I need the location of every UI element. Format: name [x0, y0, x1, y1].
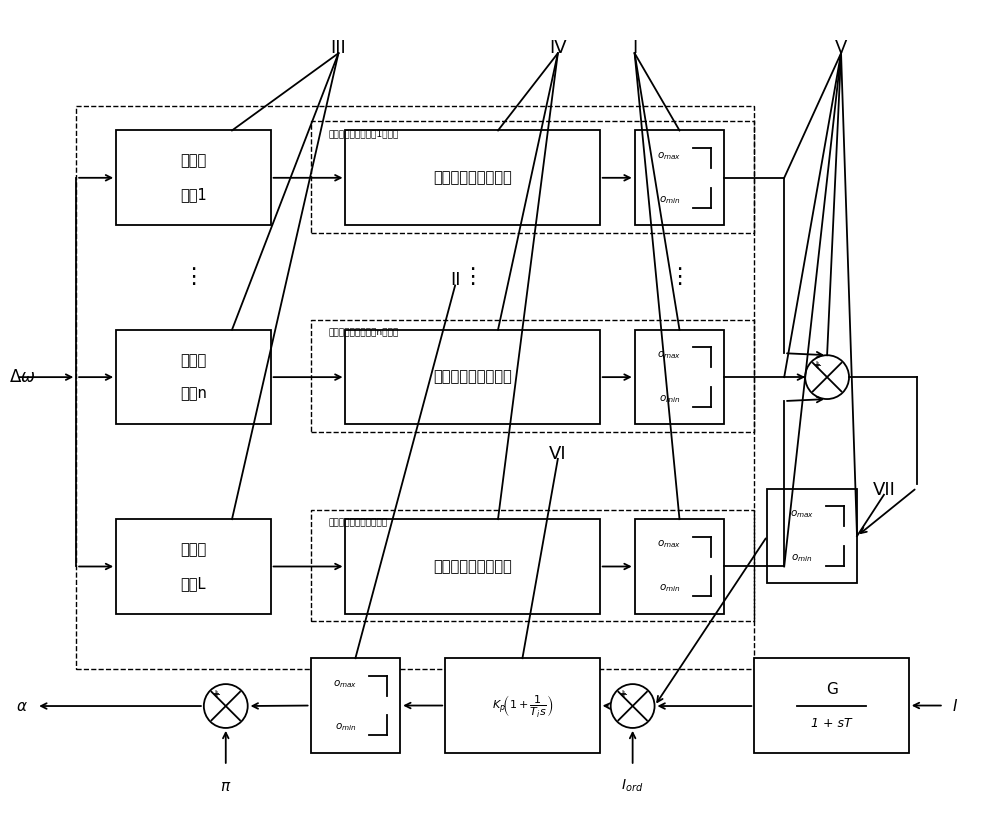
FancyBboxPatch shape [754, 658, 909, 753]
FancyBboxPatch shape [116, 329, 271, 424]
Text: 波器n: 波器n [180, 387, 207, 402]
Text: 变结构控制方法设计: 变结构控制方法设计 [433, 369, 512, 384]
Text: +: + [812, 360, 820, 370]
FancyBboxPatch shape [635, 131, 724, 225]
Text: II: II [450, 271, 460, 290]
Text: III: III [331, 39, 346, 57]
FancyBboxPatch shape [767, 488, 857, 583]
Text: 带通滤: 带通滤 [180, 542, 206, 557]
FancyBboxPatch shape [635, 329, 724, 424]
Text: +: + [813, 361, 821, 371]
FancyBboxPatch shape [345, 329, 600, 424]
Text: IV: IV [549, 39, 567, 57]
Text: +: + [619, 690, 627, 700]
FancyBboxPatch shape [116, 519, 271, 614]
Text: 波器L: 波器L [181, 576, 206, 591]
Text: 波器1: 波器1 [180, 187, 207, 202]
Text: G: G [826, 682, 838, 697]
Text: V: V [835, 39, 847, 57]
Text: $o_{max}$: $o_{max}$ [657, 150, 682, 161]
Text: $o_{min}$: $o_{min}$ [659, 194, 680, 206]
FancyBboxPatch shape [445, 658, 600, 753]
Text: $\alpha$: $\alpha$ [16, 699, 28, 714]
Text: VII: VII [872, 481, 895, 498]
Text: ⋮: ⋮ [461, 267, 484, 288]
Text: 抑制次同步振荚模式1的通道: 抑制次同步振荚模式1的通道 [328, 130, 399, 138]
Text: ⋮: ⋮ [182, 267, 204, 288]
Text: 抑制次同步振荚模式n的通道: 抑制次同步振荚模式n的通道 [328, 329, 399, 338]
Text: $o_{min}$: $o_{min}$ [659, 394, 680, 405]
Text: $o_{max}$: $o_{max}$ [790, 508, 814, 520]
Text: $\pi$: $\pi$ [220, 779, 231, 794]
Text: $o_{min}$: $o_{min}$ [791, 552, 813, 564]
Text: $o_{max}$: $o_{max}$ [333, 678, 358, 690]
Text: $o_{max}$: $o_{max}$ [657, 538, 682, 551]
Text: $o_{min}$: $o_{min}$ [335, 721, 356, 733]
Text: $o_{max}$: $o_{max}$ [657, 349, 682, 361]
Text: 变结构控制方法设计: 变结构控制方法设计 [433, 559, 512, 574]
Text: 1 + sT: 1 + sT [811, 717, 852, 730]
Text: $o_{min}$: $o_{min}$ [659, 582, 680, 594]
Text: $I_{ord}$: $I_{ord}$ [621, 778, 644, 795]
FancyBboxPatch shape [311, 658, 400, 753]
Text: +: + [211, 689, 219, 699]
Text: VI: VI [549, 445, 567, 463]
FancyBboxPatch shape [345, 519, 600, 614]
Text: 带通滤: 带通滤 [180, 353, 206, 368]
Text: 带通滤: 带通滤 [180, 153, 206, 168]
FancyBboxPatch shape [635, 519, 724, 614]
Text: ⋮: ⋮ [668, 267, 691, 288]
FancyBboxPatch shape [345, 131, 600, 225]
Text: 抑制低频振荚模式的通道: 抑制低频振荚模式的通道 [328, 518, 388, 527]
Text: $I$: $I$ [952, 697, 958, 714]
Text: 变结构控制方法设计: 变结构控制方法设计 [433, 171, 512, 186]
Text: I: I [632, 39, 637, 57]
Text: $\Delta\omega$: $\Delta\omega$ [9, 368, 36, 386]
FancyBboxPatch shape [116, 131, 271, 225]
Text: +: + [618, 689, 626, 699]
Text: +: + [212, 690, 220, 700]
Text: $K_p\!\left(1+\dfrac{1}{T_i s}\right)$: $K_p\!\left(1+\dfrac{1}{T_i s}\right)$ [492, 692, 553, 719]
